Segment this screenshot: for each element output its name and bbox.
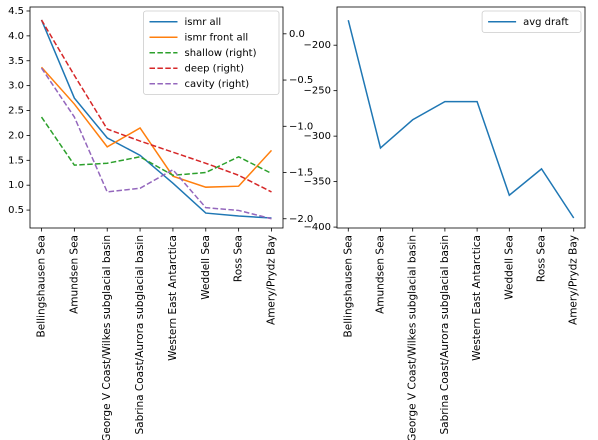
series-line: [40, 116, 272, 177]
legend-label: cavity (right): [185, 79, 250, 90]
x-tick-label: Amery/Prydz Bay: [266, 235, 278, 325]
y2-tick-label: −2.0: [289, 214, 313, 225]
y2-tick-label: −1.0: [289, 121, 313, 132]
y-tick-label: 4.5: [8, 6, 24, 17]
x-tick-label: Ross Sea: [233, 235, 245, 282]
y-tick-label: 3.5: [8, 56, 24, 67]
x-tick-label: Weddell Sea: [200, 235, 212, 300]
x-tick-label: George V Coast/Wilkes subglacial basin: [407, 235, 419, 440]
y-tick-label: −300: [304, 131, 331, 142]
series-line: [347, 20, 575, 219]
x-tick-label: Bellingshausen Sea: [36, 235, 48, 337]
x-tick-label: Weddell Sea: [503, 235, 515, 300]
x-tick-label: Sabrina Coast/Aurora subglacial basin: [439, 235, 451, 435]
x-tick-label: Western East Antarctica: [167, 235, 179, 361]
y-tick-label: 1.5: [8, 155, 24, 166]
y-tick-label: 0.5: [8, 205, 24, 216]
legend-label: avg draft: [523, 17, 569, 28]
y-tick-label: 3.0: [8, 81, 24, 92]
y2-tick-label: −1.5: [289, 168, 313, 179]
legend-label: deep (right): [185, 63, 245, 74]
x-tick-label: Amundsen Sea: [68, 235, 80, 314]
x-tick-label: Ross Sea: [536, 235, 548, 282]
series-line: [40, 67, 272, 220]
series-line: [40, 66, 273, 188]
legend-box: [143, 10, 280, 95]
legend-label: ismr front all: [185, 32, 249, 43]
legend-label: shallow (right): [185, 48, 257, 59]
x-tick-label: Amundsen Sea: [374, 235, 386, 314]
x-tick-label: George V Coast/Wilkes subglacial basin: [101, 235, 113, 440]
series-line: [40, 19, 272, 219]
x-tick-label: Western East Antarctica: [471, 235, 483, 361]
plot-frame: [29, 6, 284, 229]
x-tick-label: Bellingshausen Sea: [342, 235, 354, 337]
legend-box: [481, 10, 582, 33]
series-line: [40, 19, 272, 193]
y-tick-label: −200: [304, 40, 331, 51]
x-tick-label: Amery/Prydz Bay: [568, 235, 580, 325]
y-tick-label: −250: [304, 86, 331, 97]
y2-tick-label: −0.5: [289, 75, 313, 86]
y-tick-label: −350: [304, 177, 331, 188]
y-tick-label: 2.5: [8, 106, 24, 117]
plot-frame: [336, 6, 586, 229]
legend-label: ismr all: [185, 17, 222, 28]
y2-tick-label: 0.0: [289, 29, 305, 40]
y-tick-label: 4.0: [8, 31, 24, 42]
y-tick-label: 2.0: [8, 130, 24, 141]
y-tick-label: −400: [304, 222, 331, 233]
y-tick-label: 1.0: [8, 180, 24, 191]
x-tick-label: Sabrina Coast/Aurora subglacial basin: [134, 235, 146, 435]
